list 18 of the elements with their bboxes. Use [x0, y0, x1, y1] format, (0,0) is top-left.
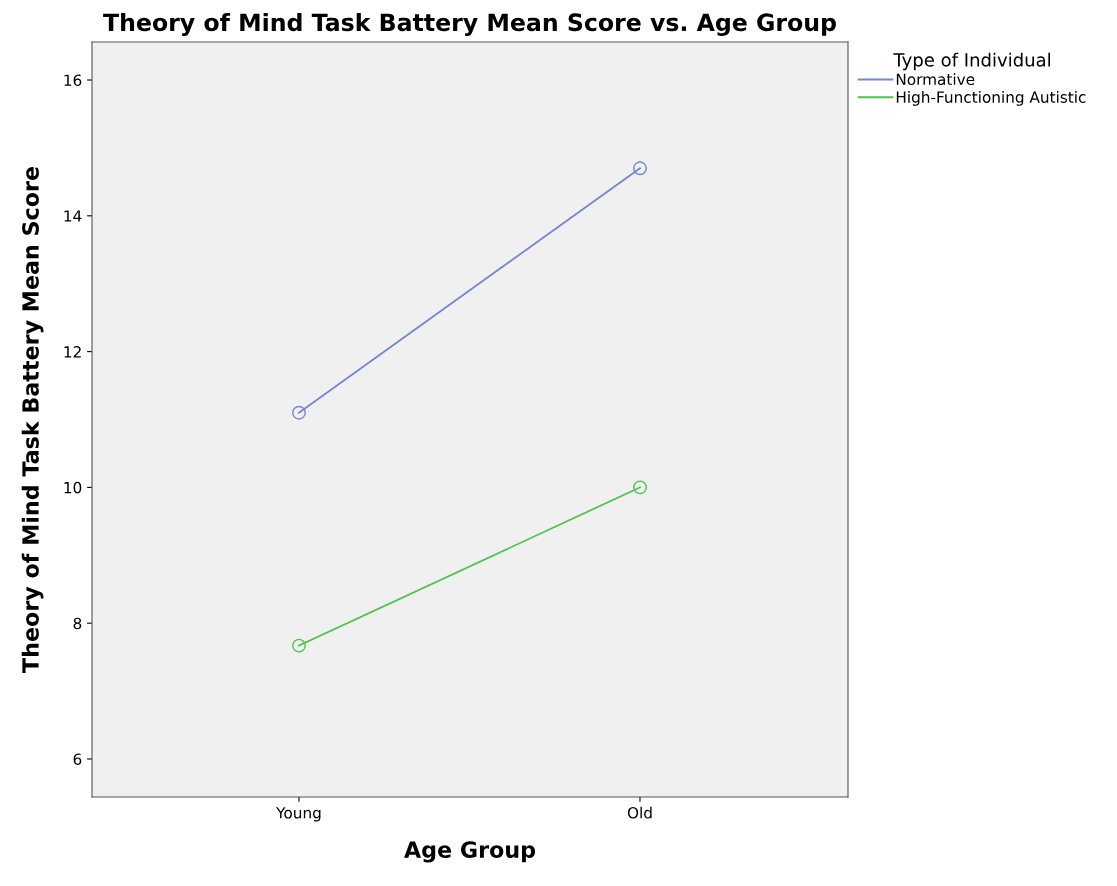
legend-label: Normative [896, 73, 975, 86]
y-axis-title: Theory of Mind Task Battery Mean Score [21, 167, 44, 673]
point [633, 161, 647, 176]
legend-title: Type of Individual [893, 52, 1050, 71]
chart-title: Theory of Mind Task Battery Mean Score vs. Age Group [103, 12, 836, 36]
y-tick-label: 6 [73, 753, 82, 765]
point [633, 480, 647, 495]
y-tick-label: 12 [64, 346, 81, 358]
x-axis-title: Age Group [404, 841, 536, 863]
y-tick-label: 10 [64, 481, 82, 494]
x-tick-label: Old [627, 806, 652, 819]
point [292, 405, 306, 420]
y-tick-label: 16 [64, 74, 82, 87]
point [292, 638, 306, 653]
x-tick-label: Young [276, 807, 321, 822]
y-tick-label: 14 [64, 210, 82, 222]
legend-label: High-Functioning Autistic [896, 91, 1086, 106]
y-tick-label: 8 [73, 617, 82, 630]
